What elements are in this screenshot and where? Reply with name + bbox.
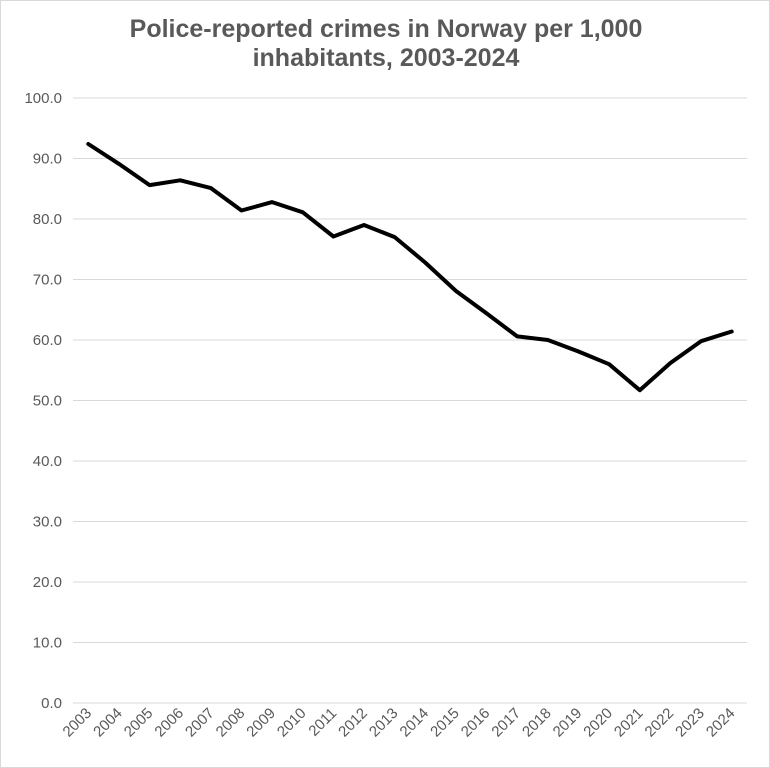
x-tick-label: 2020 xyxy=(580,705,616,741)
data-point xyxy=(240,209,243,212)
x-tick-label: 2007 xyxy=(182,705,218,741)
y-tick-label: 80.0 xyxy=(33,211,62,228)
data-point xyxy=(485,312,488,315)
x-tick-label: 2010 xyxy=(274,705,310,741)
x-tick-label: 2016 xyxy=(458,705,494,741)
x-tick-label: 2013 xyxy=(366,705,402,741)
x-tick-label: 2019 xyxy=(550,705,586,741)
x-tick-label: 2012 xyxy=(335,705,371,741)
x-tick-label: 2011 xyxy=(305,705,340,740)
x-tick-label: 2004 xyxy=(90,705,126,741)
data-point xyxy=(608,363,611,366)
x-tick-label: 2023 xyxy=(672,705,708,741)
data-point xyxy=(179,179,182,182)
data-point xyxy=(700,340,703,343)
data-point xyxy=(638,389,641,392)
data-point xyxy=(87,142,90,145)
data-point xyxy=(301,211,304,214)
x-tick-label: 2021 xyxy=(611,705,647,741)
data-point xyxy=(424,261,427,264)
data-point xyxy=(546,339,549,342)
x-tick-label: 2022 xyxy=(642,705,678,741)
y-tick-label: 0.0 xyxy=(41,695,62,712)
data-point xyxy=(730,330,733,333)
chart-title-line-2: inhabitants, 2003-2024 xyxy=(252,44,520,72)
x-tick-label: 2005 xyxy=(121,705,157,741)
x-tick-label: 2014 xyxy=(397,705,433,741)
x-tick-label: 2018 xyxy=(519,705,555,741)
data-point xyxy=(271,201,274,204)
y-tick-label: 20.0 xyxy=(33,574,62,591)
y-tick-label: 50.0 xyxy=(33,393,62,410)
chart-title: Police-reported crimes in Norway per 1,0… xyxy=(1,15,770,73)
x-tick-label: 2015 xyxy=(427,705,463,741)
data-point xyxy=(669,361,672,364)
y-tick-label: 30.0 xyxy=(33,514,62,531)
data-point xyxy=(516,335,519,338)
y-tick-label: 60.0 xyxy=(33,332,62,349)
x-tick-label: 2008 xyxy=(213,705,249,741)
y-tick-label: 100.0 xyxy=(24,90,62,107)
x-tick-label: 2009 xyxy=(243,705,279,741)
y-tick-label: 70.0 xyxy=(33,272,62,289)
data-point xyxy=(332,235,335,238)
data-point xyxy=(577,350,580,353)
x-tick-label: 2017 xyxy=(488,705,524,741)
series-line xyxy=(86,142,734,393)
y-tick-label: 90.0 xyxy=(33,151,62,168)
y-tick-label: 40.0 xyxy=(33,453,62,470)
x-tick-label: 2006 xyxy=(151,705,187,741)
data-point xyxy=(393,236,396,239)
chart-title-line-1: Police-reported crimes in Norway per 1,0… xyxy=(129,15,643,43)
data-point xyxy=(117,162,120,165)
data-point xyxy=(454,289,457,292)
y-tick-label: 10.0 xyxy=(33,635,62,652)
data-point xyxy=(148,184,151,187)
data-point xyxy=(209,187,212,190)
x-tick-label: 2003 xyxy=(60,705,96,741)
x-tick-label: 2024 xyxy=(703,705,739,741)
data-point xyxy=(363,224,366,227)
